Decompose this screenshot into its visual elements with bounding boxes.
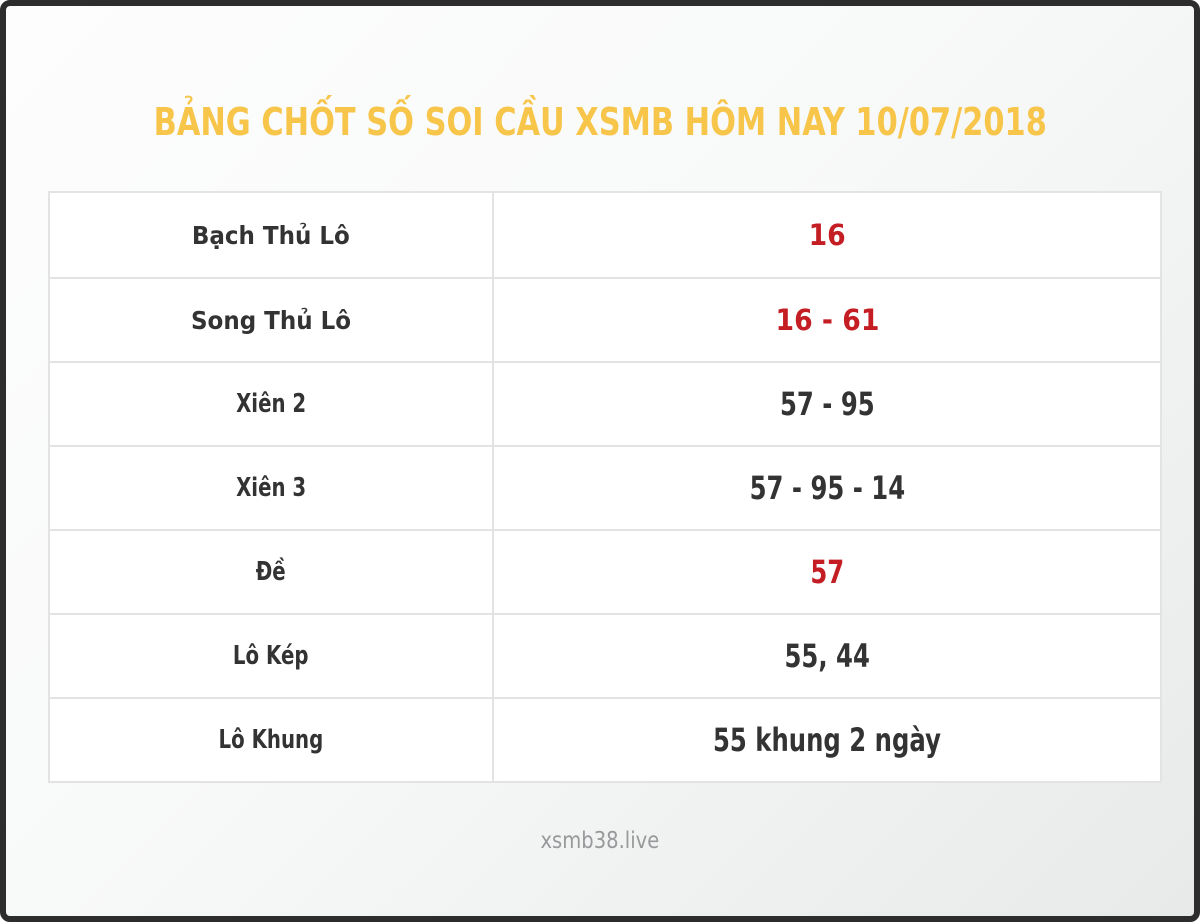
site-footer-text: xsmb38.live <box>540 828 660 854</box>
table-row: Lô Khung 55 khung 2 ngày <box>50 697 1160 781</box>
row-label: Đề <box>50 531 494 613</box>
row-value: 57 - 95 <box>494 363 1160 445</box>
row-value: 57 <box>494 531 1160 613</box>
page-title: BẢNG CHỐT SỐ SOI CẦU XSMB HÔM NAY 10/07/… <box>6 100 1194 144</box>
row-value: 16 - 61 <box>494 279 1160 361</box>
table-row: Bạch Thủ Lô 16 <box>50 193 1160 277</box>
table-row: Xiên 3 57 - 95 - 14 <box>50 445 1160 529</box>
table-row: Xiên 2 57 - 95 <box>50 361 1160 445</box>
site-footer: xsmb38.live <box>6 828 1194 854</box>
table-row: Đề 57 <box>50 529 1160 613</box>
table-row: Song Thủ Lô 16 - 61 <box>50 277 1160 361</box>
row-label: Lô Kép <box>50 615 494 697</box>
row-value: 16 <box>494 193 1160 277</box>
row-value: 55, 44 <box>494 615 1160 697</box>
row-label: Xiên 2 <box>50 363 494 445</box>
table-row: Lô Kép 55, 44 <box>50 613 1160 697</box>
row-label: Bạch Thủ Lô <box>50 193 494 277</box>
prediction-table: Bạch Thủ Lô 16 Song Thủ Lô 16 - 61 Xiên … <box>48 191 1162 783</box>
row-label: Xiên 3 <box>50 447 494 529</box>
row-value: 57 - 95 - 14 <box>494 447 1160 529</box>
row-label: Song Thủ Lô <box>50 279 494 361</box>
row-value: 55 khung 2 ngày <box>494 699 1160 781</box>
page-title-text: BẢNG CHỐT SỐ SOI CẦU XSMB HÔM NAY 10/07/… <box>153 100 1047 144</box>
row-label: Lô Khung <box>50 699 494 781</box>
